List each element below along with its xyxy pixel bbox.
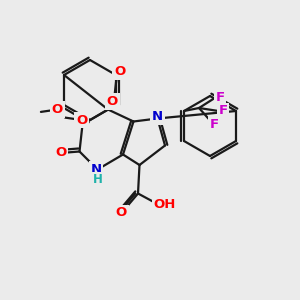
Text: F: F — [209, 118, 219, 131]
Text: N: N — [152, 110, 163, 124]
Text: O: O — [76, 113, 87, 127]
Text: O: O — [114, 65, 125, 78]
Text: OH: OH — [154, 197, 176, 211]
Text: N: N — [90, 163, 102, 176]
Text: F: F — [218, 104, 228, 118]
Text: F: F — [215, 91, 225, 104]
Text: H: H — [93, 172, 102, 186]
Text: O: O — [55, 146, 67, 160]
Text: O: O — [116, 206, 127, 220]
Text: O: O — [52, 103, 63, 116]
Text: O: O — [107, 95, 118, 108]
